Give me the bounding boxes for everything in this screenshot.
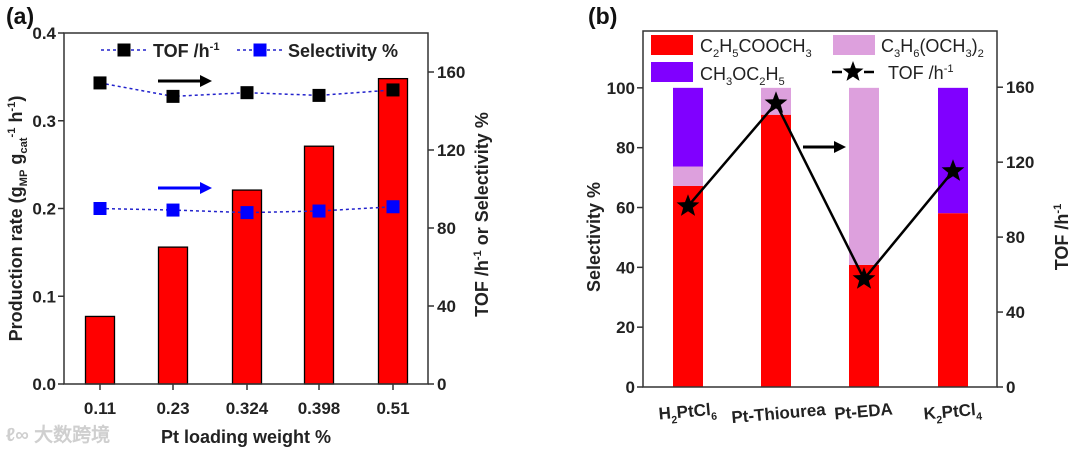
ytick-right-label: 80 — [437, 219, 456, 238]
panel-label-a: (a) — [6, 3, 34, 29]
y-axis-label: Production rate (gMP gcat-1 h-1) — [6, 96, 30, 342]
stacked-bar-segment — [849, 87, 879, 265]
tof-star-point — [764, 91, 788, 113]
tof-star-point — [852, 267, 876, 289]
plot-frame-b — [642, 30, 998, 388]
xtick-label: H2PtCl6​ — [658, 400, 718, 428]
xtick-label: 0.23 — [156, 399, 189, 418]
point-Selectivity % — [93, 202, 107, 215]
legend-swatch — [651, 35, 693, 55]
tof-line — [687, 101, 954, 282]
point-TOF /h^{-1} — [386, 83, 400, 97]
point-Selectivity % — [312, 204, 326, 218]
stacked-bar-segment — [673, 185, 703, 387]
stacked-bar-segment — [673, 166, 703, 186]
ytick-right-label: 160 — [437, 63, 465, 82]
arrow-tof-head — [200, 75, 212, 87]
legend-label: C2H5COOCH3​ — [700, 36, 812, 60]
y-axis-right-label: TOF /h-1 or Selectivity % — [472, 112, 492, 317]
stacked-bar-segment — [673, 87, 703, 167]
stacked-bar-segment — [849, 264, 879, 387]
ytick-right-label: 40 — [1006, 303, 1025, 322]
legend-swatch — [651, 62, 693, 82]
ytick-right-label: 40 — [437, 297, 456, 316]
ytick-right-label: 80 — [1006, 228, 1025, 247]
series-line — [99, 82, 394, 98]
ytick-label: 80 — [616, 139, 635, 158]
ytick-label: 0 — [626, 378, 635, 397]
xtick-label: 0.324 — [226, 399, 269, 418]
panel-label-b: (b) — [588, 3, 617, 29]
ytick-label: 40 — [616, 258, 635, 277]
legend-swatch — [833, 35, 875, 55]
ytick-label: 0.2 — [32, 200, 56, 219]
ytick-right-label: 0 — [1006, 378, 1015, 397]
stacked-bar-segment — [938, 213, 968, 387]
xtick-label: 0.51 — [376, 399, 409, 418]
legend-label: CH3OC2H5​ — [700, 64, 785, 88]
point-Selectivity % — [386, 200, 400, 214]
ytick-right-label: 120 — [437, 141, 465, 160]
ytick-label: 0.0 — [32, 375, 56, 394]
ytick-label: 60 — [616, 199, 635, 218]
point-TOF /h^{-1} — [166, 89, 180, 103]
point-Selectivity % — [240, 206, 254, 220]
legend-label: TOF /h-1​ — [888, 63, 954, 83]
point-TOF /h^{-1} — [240, 86, 254, 100]
stacked-bar-segment — [761, 114, 791, 387]
legend-marker — [253, 43, 267, 57]
xtick-label: K2PtCl4​ — [923, 400, 983, 428]
bar-0.51 — [377, 77, 409, 385]
point-Selectivity % — [166, 203, 180, 217]
stacked-bar-segment — [938, 87, 968, 214]
legend-marker — [117, 43, 131, 57]
xtick-label: Pt-Thiourea — [731, 400, 827, 427]
y-axis-label: Selectivity % — [584, 182, 604, 292]
legend-star — [842, 61, 864, 81]
legend-label: Selectivity % — [288, 41, 398, 61]
x-axis-label: Pt loading weight % — [161, 427, 331, 447]
y-axis-right-label: TOF /h-1​ — [1052, 204, 1072, 271]
legend-label: C3H6(OCH3)2​ — [881, 36, 984, 60]
legend-label: TOF /h-1​ — [153, 41, 220, 61]
ytick-label: 0.3 — [32, 112, 56, 131]
xtick-label: 0.398 — [298, 399, 341, 418]
bar-0.324 — [231, 189, 263, 385]
bar-0.398 — [303, 145, 335, 385]
point-TOF /h^{-1} — [312, 88, 326, 102]
bar-0.11 — [84, 315, 116, 385]
xtick-label: 0.11 — [84, 399, 116, 418]
xtick-label: Pt-EDA — [834, 400, 894, 424]
tof-star-point — [941, 159, 965, 181]
point-TOF /h^{-1} — [93, 76, 107, 90]
ytick-right-label: 0 — [437, 375, 446, 394]
bar-0.23 — [157, 246, 189, 385]
ytick-label: 100 — [607, 79, 635, 98]
ytick-right-label: 160 — [1006, 78, 1034, 97]
tof-star-point — [676, 194, 700, 216]
ytick-label: 20 — [616, 318, 635, 337]
arrow-tof-head — [834, 141, 846, 153]
series-line — [99, 205, 394, 214]
watermark: ℓ∞ 大数跨境 — [6, 423, 110, 446]
ytick-right-label: 120 — [1006, 153, 1034, 172]
ytick-label: 0.1 — [32, 287, 56, 306]
ytick-label: 0.4 — [32, 24, 56, 43]
arrow-selectivity-head — [200, 182, 212, 194]
